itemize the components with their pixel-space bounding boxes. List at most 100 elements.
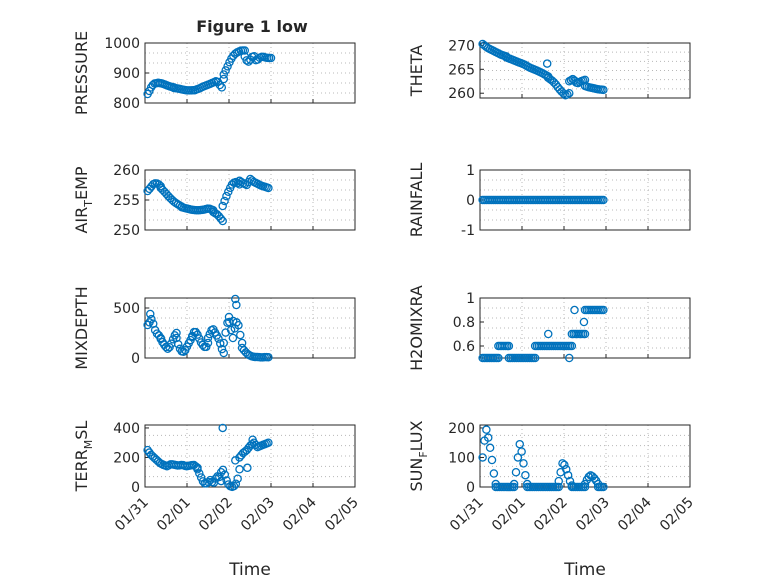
y-tick-label: 200 <box>448 421 475 437</box>
data-point <box>220 470 230 479</box>
x-tick-label: 02/03 <box>238 495 278 535</box>
y-tick-label: 250 <box>113 223 140 239</box>
data-point <box>565 353 574 363</box>
data-point <box>223 62 232 71</box>
y-tick-label: 500 <box>113 301 140 317</box>
x-tick-label: 02/05 <box>322 495 362 535</box>
data-point <box>172 328 181 338</box>
y-axis-label: THETA <box>407 45 426 97</box>
data-point <box>217 83 227 92</box>
data-point <box>487 455 497 465</box>
data-point <box>219 338 228 348</box>
y-axis-label: PRESSURE <box>72 31 91 115</box>
data-point <box>264 183 273 193</box>
figure-title: Figure 1 low <box>196 17 308 36</box>
data-point <box>231 456 240 465</box>
data-point <box>220 196 229 206</box>
data-point <box>580 329 590 339</box>
data-point <box>565 476 575 486</box>
y-tick-label: 1000 <box>104 36 140 52</box>
data-point <box>511 467 521 477</box>
data-point <box>233 474 242 483</box>
data-point <box>235 465 244 474</box>
data-point <box>513 453 523 462</box>
y-tick-label: 265 <box>448 62 475 78</box>
data-point <box>483 433 493 442</box>
x-tick-label: 01/31 <box>112 495 152 535</box>
subplot-h2omixra: 0.6 0.8 1 H2OMIXRA <box>407 285 691 371</box>
data-point <box>215 472 224 482</box>
data-point <box>489 469 499 478</box>
data-point <box>196 473 206 482</box>
data-point <box>570 76 579 86</box>
x-tick-label: 02/03 <box>573 495 613 535</box>
data-point <box>194 334 204 343</box>
y-axis-label: H2OMIXRA <box>407 285 426 371</box>
y-axis-label: TERRMSL <box>72 421 95 493</box>
data-point <box>218 201 227 211</box>
data-point <box>504 341 514 351</box>
data-point <box>562 465 571 474</box>
x-tick-label: 02/01 <box>489 495 529 535</box>
data-point <box>143 320 152 330</box>
data-point <box>599 305 608 315</box>
data-point <box>570 305 579 315</box>
data-point <box>203 338 213 348</box>
data-point <box>264 438 273 447</box>
data-point <box>517 447 526 456</box>
data-point <box>482 425 491 434</box>
data-point <box>203 333 213 343</box>
subplot-sun_flux: 0 100 200 SUNFLUX 01/31 02/01 02/02 02/03 02/04 0… <box>407 420 697 580</box>
y-tick-label: 900 <box>113 66 140 82</box>
data-point <box>214 334 223 343</box>
data-point <box>222 191 231 201</box>
y-axis-label: AIRTEMP <box>72 166 95 233</box>
axes-box <box>479 42 691 99</box>
data-point <box>195 469 204 478</box>
data-point <box>519 459 528 468</box>
data-point <box>147 314 156 324</box>
data-point <box>542 59 552 68</box>
subplot-mixdepth: 0 500 MIXDEPTH <box>72 286 356 370</box>
data-point <box>231 294 240 304</box>
y-axis-label: RAINFALL <box>407 163 426 238</box>
x-tick-label: 02/05 <box>657 495 697 535</box>
data-point <box>240 46 249 55</box>
data-point <box>563 470 573 480</box>
data-point <box>579 317 589 327</box>
data-point <box>560 460 569 470</box>
data-point <box>228 333 238 343</box>
data-point <box>204 477 213 487</box>
data-point <box>222 476 231 485</box>
data-point <box>232 300 241 310</box>
data-point <box>566 75 576 85</box>
x-axis-label: Time <box>563 560 606 580</box>
data-point <box>599 85 608 95</box>
data-point <box>563 90 572 99</box>
data-point <box>193 330 202 339</box>
data-point <box>243 463 252 473</box>
data-point <box>218 423 227 433</box>
data-point <box>478 453 487 462</box>
y-tick-label: 270 <box>448 38 475 54</box>
x-tick-label: 02/02 <box>531 495 571 535</box>
y-tick-label: 260 <box>113 163 140 179</box>
y-tick-label: 200 <box>113 450 140 466</box>
subplot-pressure: 800 900 1000 PRESSURE <box>72 31 356 115</box>
x-tick-label: 02/04 <box>280 494 320 534</box>
data-point <box>485 443 495 453</box>
data-point <box>219 348 228 358</box>
y-tick-label: 255 <box>113 193 140 209</box>
y-tick-label: -1 <box>461 223 475 239</box>
x-tick-label: 01/31 <box>447 495 487 535</box>
x-tick-label: 02/02 <box>196 495 236 535</box>
data-point <box>219 70 228 79</box>
data-point <box>217 344 227 354</box>
data-point <box>599 195 608 205</box>
data-point <box>173 339 183 349</box>
data-point <box>215 80 225 90</box>
data-point <box>264 352 273 362</box>
data-point <box>201 342 211 352</box>
